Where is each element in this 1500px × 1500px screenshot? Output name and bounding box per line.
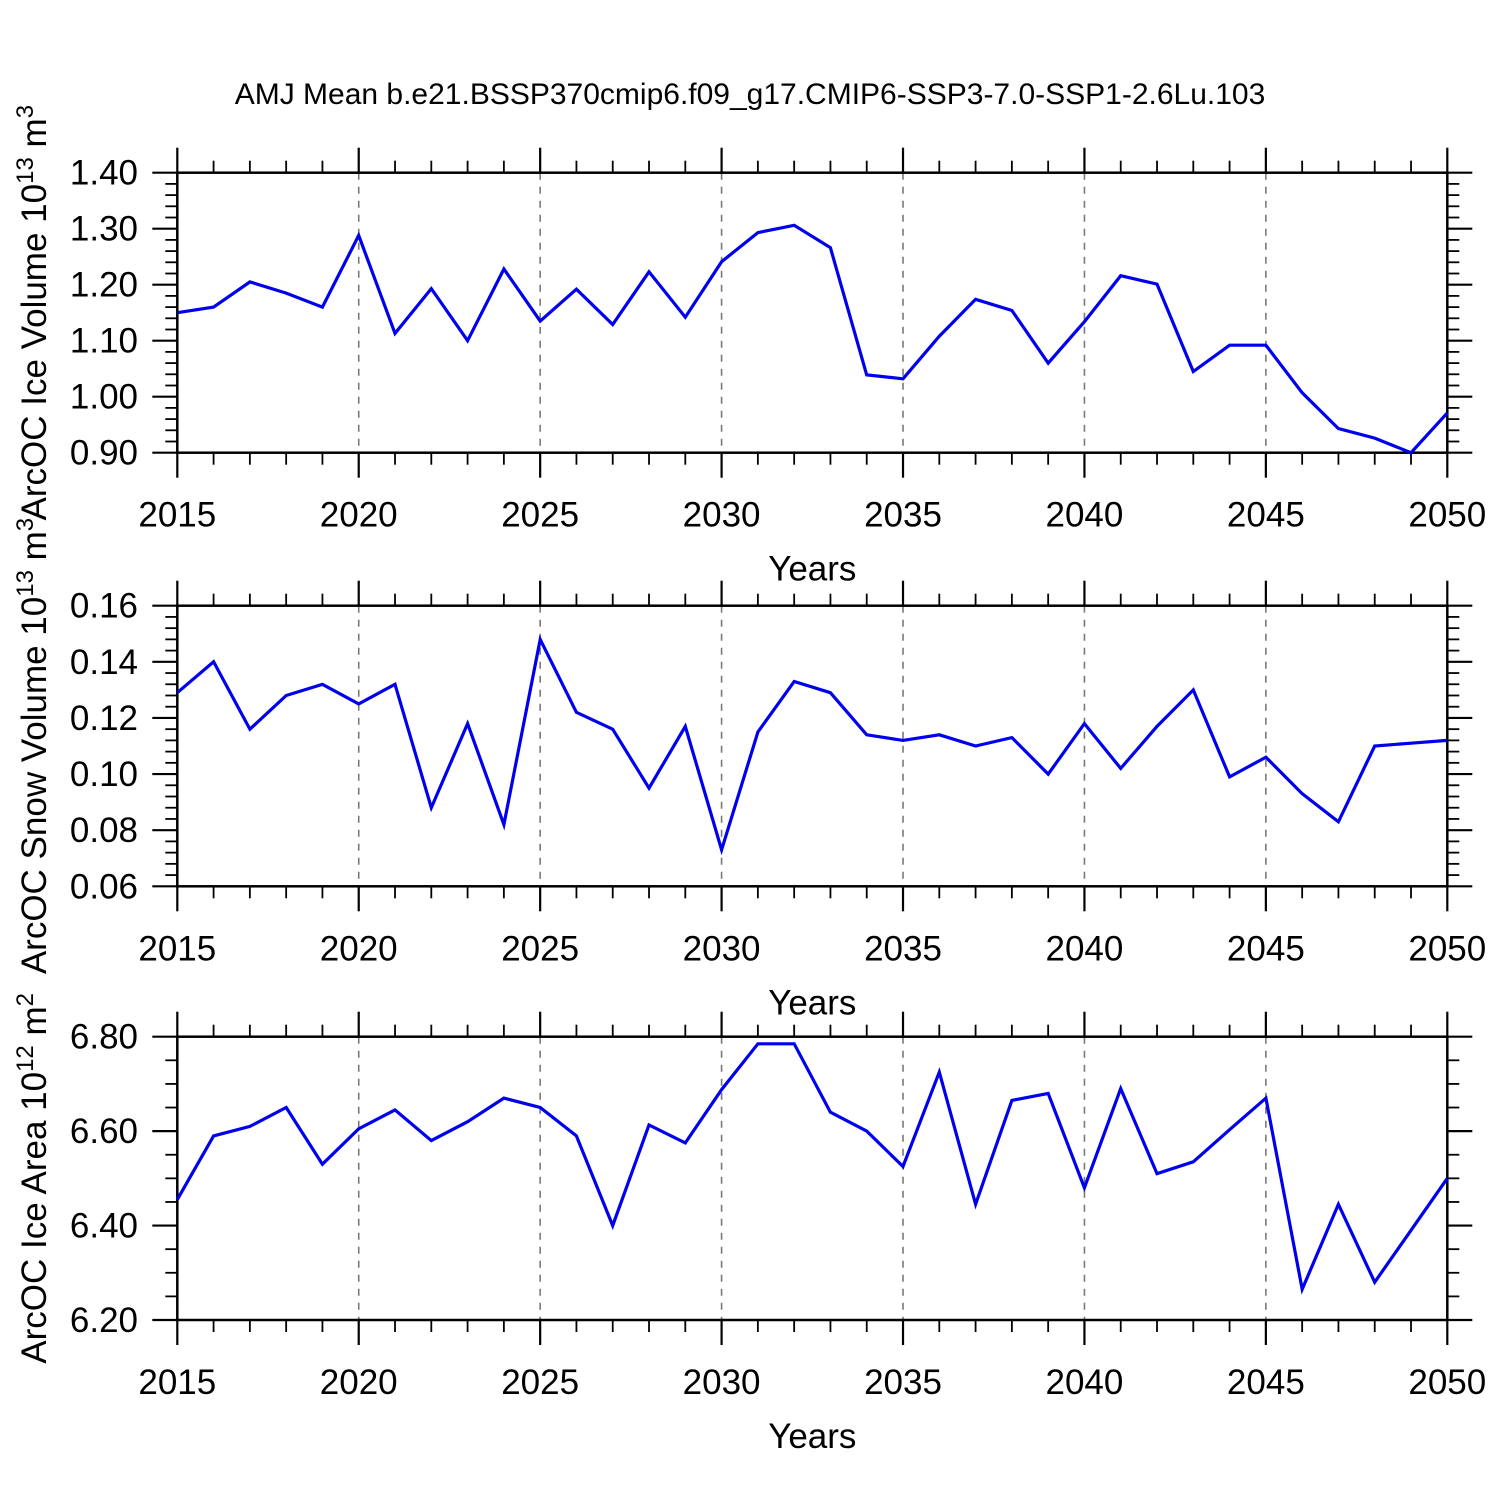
x-tick-label: 2035 [864,496,942,535]
y-tick-label: 6.20 [70,1301,138,1340]
y-tick-label: 1.10 [70,322,138,361]
data-line-ice-volume [177,223,1449,455]
x-tick-label: 2040 [1046,929,1124,968]
x-tick-label: 2025 [501,1363,579,1402]
panel-snow-volume: 0.06 0.08 0.10 0.12 0.14 0.16 2015 2020 2025 2030… [12,518,1486,1022]
x-tick-label: 2050 [1408,1363,1486,1402]
x-tick-label: 2030 [683,1363,761,1402]
x-tick-label: 2015 [138,1363,216,1402]
x-tick-label: 2020 [320,496,398,535]
x-tick-label: 2040 [1046,496,1124,535]
plot-frame [176,171,1449,454]
y-tick-label: 0.06 [70,867,138,906]
x-axis-title: Years [768,1417,856,1456]
y-tick-label: 0.08 [70,811,138,850]
data-line-snow-volume [176,634,1448,856]
y-tick-label: 6.60 [70,1112,138,1151]
y-tick-label: 0.14 [70,643,138,682]
x-tick-label: 2035 [864,1363,942,1402]
y-tick-label: 6.80 [70,1018,138,1057]
y-tick-label: 1.20 [70,266,138,305]
plot-frame [176,604,1449,888]
x-tick-label: 2025 [501,929,579,968]
x-axis-title: Years [768,983,856,1022]
x-tick-label: 2020 [320,1363,398,1402]
y-axis-title: ArcOC Ice Volume 1013 m3 [12,105,54,521]
chart-title: AMJ Mean b.e21.BSSP370cmip6.f09_g17.CMIP… [234,78,1266,111]
y-axis-title: ArcOC Snow Volume 1013 m3 [12,518,54,974]
y-axis-title: ArcOC Ice Area 1012 m2 [12,993,54,1364]
y-tick-label: 0.90 [70,434,138,473]
y-tick-label: 0.10 [70,755,138,794]
panel-ice-volume: 0.90 1.00 1.10 1.20 1.30 1.40 2015 2020 2025 2030… [12,105,1486,589]
y-tick-label: 0.12 [70,699,138,738]
x-tick-label: 2045 [1227,1363,1305,1402]
x-tick-label: 2045 [1227,496,1305,535]
x-tick-label: 2025 [501,496,579,535]
data-line-ice-area [175,1042,1449,1295]
y-tick-label: 6.40 [70,1207,138,1246]
x-tick-label: 2030 [683,496,761,535]
y-tick-label: 1.00 [70,378,138,417]
x-axis-title: Years [768,550,856,589]
x-tick-label: 2015 [138,496,216,535]
x-tick-label: 2050 [1408,496,1486,535]
y-tick-label: 0.16 [70,587,138,626]
x-tick-label: 2020 [320,929,398,968]
x-tick-label: 2045 [1227,929,1305,968]
x-tick-label: 2040 [1046,1363,1124,1402]
panel-ice-area: 6.20 6.40 6.60 6.80 2015 2020 2025 2030 2035 2040… [12,993,1486,1456]
y-tick-label: 1.30 [70,210,138,249]
x-tick-label: 2035 [864,929,942,968]
y-tick-label: 1.40 [70,154,138,193]
x-tick-label: 2050 [1408,929,1486,968]
x-tick-label: 2030 [683,929,761,968]
x-tick-label: 2015 [138,929,216,968]
